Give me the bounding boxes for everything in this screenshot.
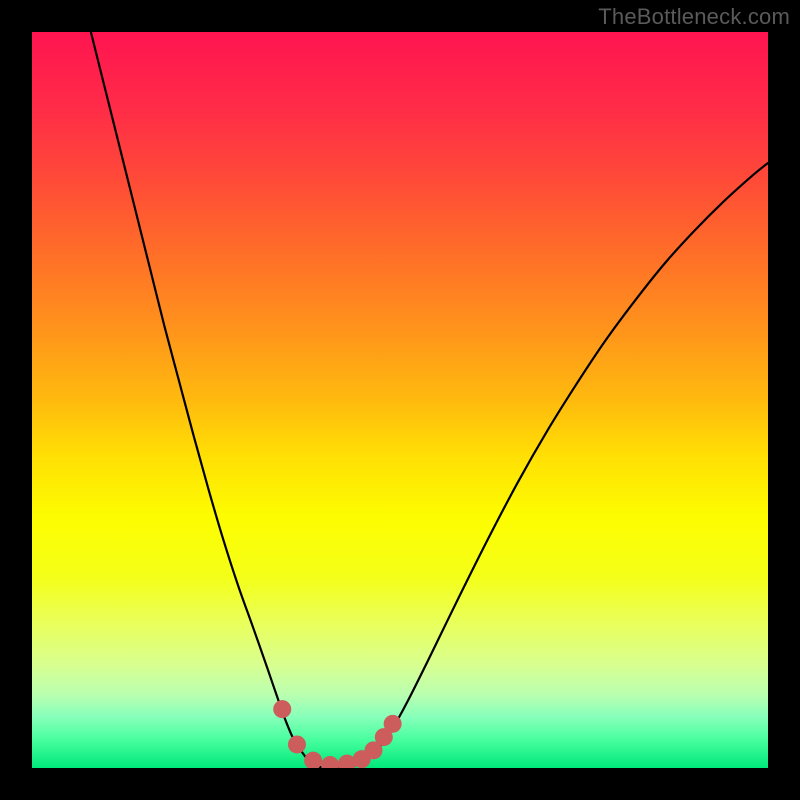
- marker-point: [384, 715, 402, 733]
- marker-point: [273, 700, 291, 718]
- chart-background: [32, 32, 768, 768]
- chart-container: [32, 32, 768, 768]
- watermark-text: TheBottleneck.com: [598, 4, 790, 30]
- bottleneck-chart: [32, 32, 768, 768]
- marker-point: [288, 735, 306, 753]
